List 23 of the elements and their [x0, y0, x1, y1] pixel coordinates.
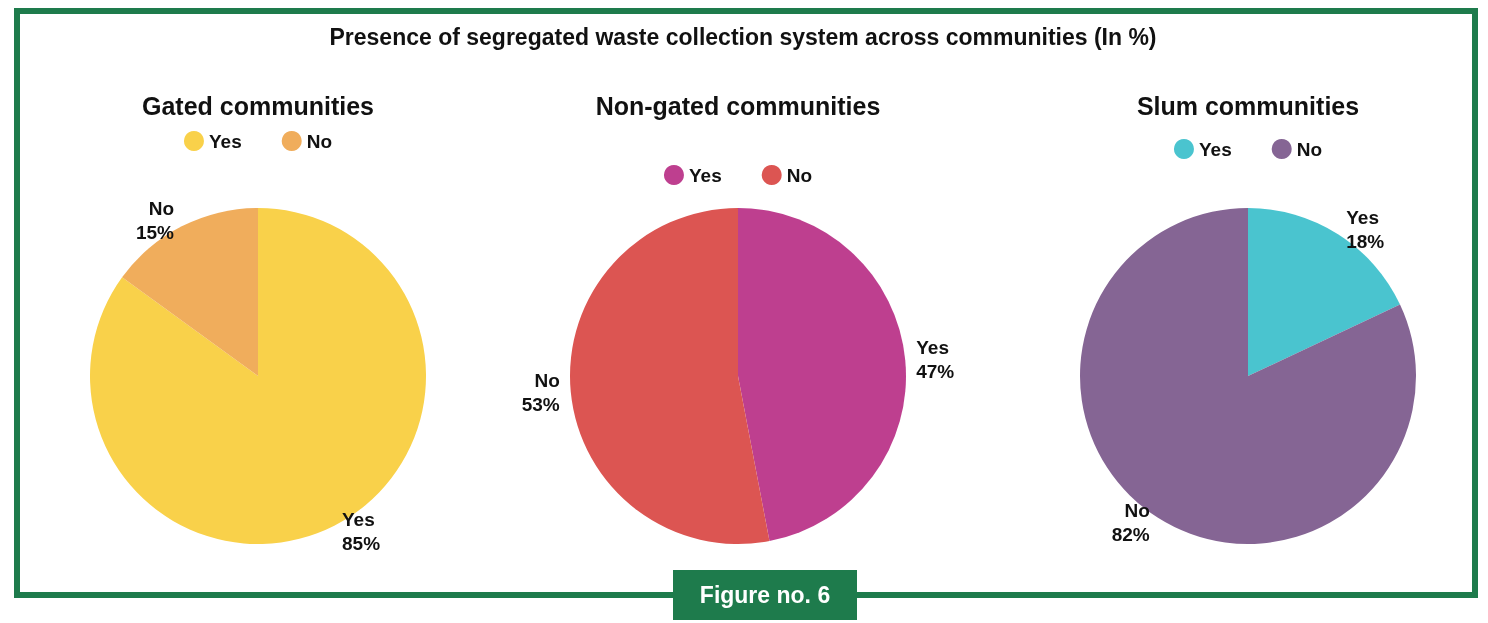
- data-label: 82%: [1111, 524, 1150, 546]
- legend-label: No: [306, 130, 333, 152]
- slice-label: No: [148, 198, 175, 220]
- slice-label: No: [534, 369, 560, 391]
- text: Presence of segregated waste collection system across communities (In %): [328, 24, 1158, 51]
- legend-label: No: [1296, 138, 1323, 160]
- slice-label: Yes: [1346, 206, 1379, 228]
- legend-label: Yes: [208, 130, 242, 152]
- data-label: 47%: [916, 361, 955, 383]
- data-label: 85%: [341, 532, 381, 554]
- text: Figure no. 6: [673, 570, 857, 620]
- data-label: 53%: [521, 393, 560, 415]
- data-label: 15%: [135, 222, 175, 244]
- chart-title: Non-gated communities: [595, 91, 881, 120]
- legend-label: Yes: [1198, 138, 1232, 160]
- chart-title: Gated communities: [142, 91, 374, 120]
- chart-title: Slum communities: [1136, 91, 1360, 120]
- slice-label: Yes: [916, 337, 949, 359]
- legend-label: No: [786, 164, 813, 186]
- legend-label: Yes: [688, 164, 722, 186]
- slice-label: Yes: [341, 508, 375, 530]
- data-label: 18%: [1346, 230, 1385, 252]
- slice-label: No: [1124, 500, 1150, 522]
